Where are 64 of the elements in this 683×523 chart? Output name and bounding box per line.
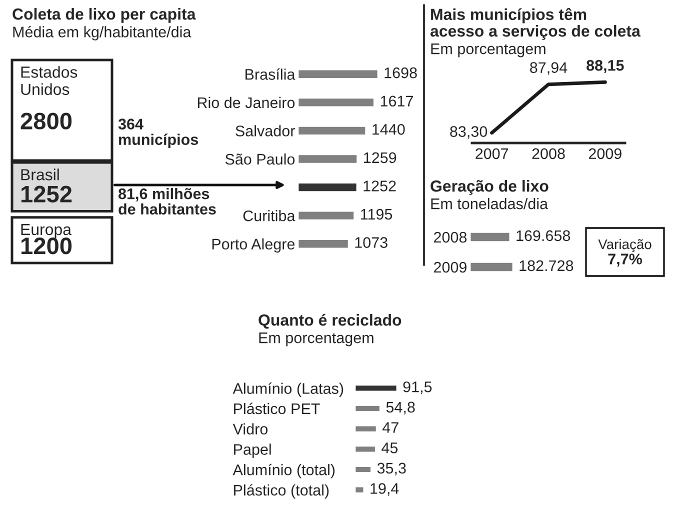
data-label: 1252 xyxy=(364,180,396,192)
data-label: 83,30 xyxy=(450,126,488,139)
bar xyxy=(355,486,365,494)
text: 364 municípios xyxy=(118,118,198,148)
x-tick-label: 2008 xyxy=(532,148,565,160)
category-label: Brasil xyxy=(21,168,59,180)
data-label: 1073 xyxy=(355,237,388,248)
x-tick-label: 2009 xyxy=(588,148,622,160)
bar xyxy=(355,424,378,433)
category-label: Europa xyxy=(21,224,72,238)
data-label: 91,5 xyxy=(403,381,432,394)
chart-subtitle: Em porcentagem xyxy=(259,332,374,346)
bar xyxy=(355,404,381,412)
data-label: 1195 xyxy=(361,208,392,220)
text: Média em kg/habitante/dia xyxy=(13,26,192,40)
data-label: 1617 xyxy=(380,96,413,107)
y-tick-label: Brasília xyxy=(246,68,296,80)
data-label: 1440 xyxy=(372,124,405,135)
chart-subtitle: Em toneladas/dia xyxy=(431,198,548,210)
bar xyxy=(355,466,372,474)
bar xyxy=(355,384,397,392)
bar xyxy=(355,445,376,454)
y-tick-label: Salvador xyxy=(236,125,295,136)
chart-title: Quanto é reciclado xyxy=(258,314,402,329)
text: Variação xyxy=(598,238,652,252)
data-label: 87,94 xyxy=(530,62,568,75)
y-tick-label: Porto Alegre xyxy=(212,238,295,253)
bar xyxy=(298,182,358,193)
y-tick-label: Plástico (total) xyxy=(234,484,329,499)
data-label: 88,15 xyxy=(586,60,624,74)
data-label: 1698 xyxy=(384,67,417,78)
bar xyxy=(298,68,378,80)
y-tick-label: Curitiba xyxy=(243,210,296,222)
y-tick-label: Alumínio (total) xyxy=(232,464,335,478)
bar xyxy=(298,97,375,108)
data-label: 45 xyxy=(382,442,398,454)
bar xyxy=(298,210,355,221)
y-tick-label: Alumínio (Latas) xyxy=(232,382,344,397)
text: 81,6 milhões de habitantes xyxy=(118,188,216,215)
text: Coleta de lixo per capita xyxy=(12,8,196,23)
bar xyxy=(298,238,350,250)
data-label: 2800 xyxy=(20,112,72,130)
y-tick-label: São Paulo xyxy=(225,153,295,165)
y-tick-label: Papel xyxy=(234,444,271,458)
y-tick-label: Vidro xyxy=(232,423,268,435)
category-label: Estados Unidos xyxy=(21,66,78,96)
x-tick-label: 2007 xyxy=(476,148,508,160)
data-label: 1200 xyxy=(21,238,72,254)
chart-subtitle: Em porcentagem xyxy=(431,44,546,58)
bar xyxy=(298,154,358,164)
text: 7,7% xyxy=(608,254,642,267)
y-tick-label: Rio de Janeiro xyxy=(198,96,295,108)
data-label: 1252 xyxy=(21,186,72,203)
chart-title: Mais municípios têm acesso a serviços de coleta xyxy=(430,8,641,40)
chart-title: Geração de lixo xyxy=(430,180,548,195)
data-label: 19,4 xyxy=(370,483,399,496)
data-label: 47 xyxy=(382,422,398,433)
data-label: 169.658 xyxy=(516,230,570,242)
data-label: 54,8 xyxy=(386,402,415,414)
y-tick-label: Plástico PET xyxy=(234,402,320,414)
data-label: 35,3 xyxy=(377,462,406,476)
data-label: 1259 xyxy=(364,152,396,164)
data-label: 182.728 xyxy=(520,260,574,272)
bar xyxy=(298,125,367,136)
